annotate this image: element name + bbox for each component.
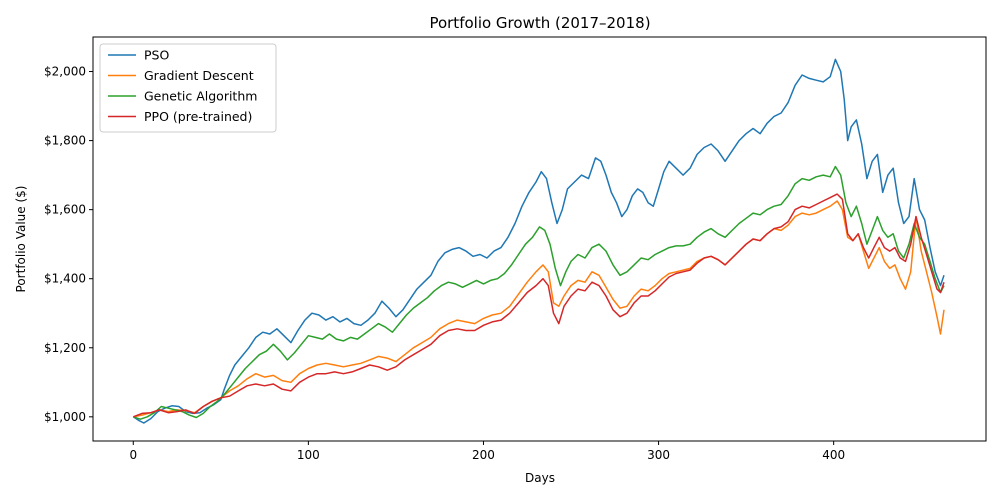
x-tick-label: 100: [297, 448, 320, 462]
chart-title: Portfolio Growth (2017–2018): [429, 14, 650, 32]
y-axis-label: Portfolio Value ($): [14, 186, 28, 293]
y-tick-label: $2,000: [44, 65, 86, 79]
y-tick-label: $1,200: [44, 341, 86, 355]
x-tick-label: 400: [822, 448, 845, 462]
y-tick-label: $1,000: [44, 410, 86, 424]
series-line-0: [132, 58, 945, 424]
legend-box: [99, 43, 277, 133]
legend-entry: PSO: [144, 48, 169, 63]
x-tick-label: 0: [129, 448, 137, 462]
legend-entry: Genetic Algorithm: [144, 89, 257, 104]
legend-entry: PPO (pre-trained): [144, 109, 252, 124]
y-tick-label: $1,600: [44, 203, 86, 217]
plot-frame: [92, 36, 987, 442]
x-tick-label: 300: [647, 448, 670, 462]
y-tick-label: $1,400: [44, 272, 86, 286]
series-line-1: [133, 200, 945, 418]
series-line-2: [133, 165, 945, 420]
x-axis: 0 100 200 300 400: [129, 441, 845, 462]
x-tick-label: 200: [472, 448, 495, 462]
legend: PSO Gradient Descent Genetic Algorithm PPO …: [99, 43, 277, 133]
y-tick-label: $1,800: [44, 134, 86, 148]
x-axis-label: Days: [525, 471, 555, 485]
series-line-3: [133, 193, 945, 418]
legend-entry: Gradient Descent: [144, 68, 254, 83]
series-layer: [132, 58, 945, 424]
y-axis: $1,000 $1,200 $1,400 $1,600 $1,800 $2,000: [44, 65, 93, 424]
